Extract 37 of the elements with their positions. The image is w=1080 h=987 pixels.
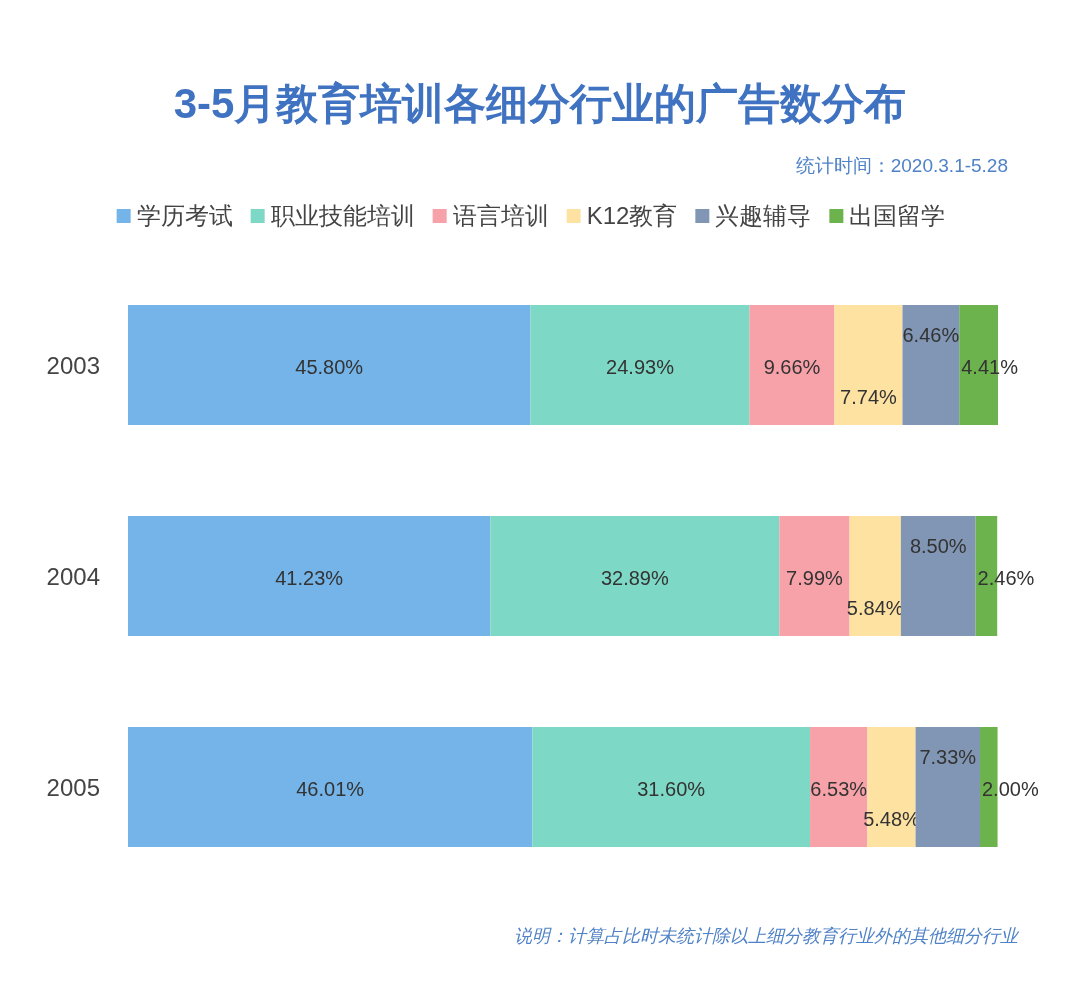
- data-label: 7.74%: [840, 386, 898, 408]
- bar: [915, 727, 980, 847]
- data-label: 41.23%: [275, 567, 344, 589]
- y-tick-label: 2005: [46, 774, 100, 801]
- data-label: 24.93%: [606, 356, 675, 378]
- bar: [128, 305, 531, 425]
- legend-label: 职业技能培训: [270, 202, 415, 229]
- y-tick-label: 2004: [46, 563, 100, 590]
- data-label: 8.50%: [909, 535, 967, 557]
- legend-label: 学历考试: [136, 202, 233, 229]
- bar: [128, 516, 491, 636]
- data-label: 6.46%: [902, 324, 960, 346]
- chart-title: 3-5月教育培训各细分行业的广告数分布: [173, 80, 907, 127]
- bar: [902, 305, 960, 425]
- data-label: 9.66%: [763, 356, 821, 378]
- data-label: 46.01%: [296, 778, 365, 800]
- data-label: 7.33%: [919, 746, 977, 768]
- bar: [530, 305, 750, 425]
- bar: [532, 727, 811, 847]
- legend-label: K12教育: [586, 202, 678, 229]
- legend-label: 兴趣辅导: [715, 202, 812, 229]
- legend-label: 语言培训: [452, 202, 549, 229]
- data-label: 45.80%: [295, 356, 364, 378]
- data-label: 31.60%: [637, 778, 706, 800]
- bar: [490, 516, 780, 636]
- bar: [749, 305, 835, 425]
- text: 说明：计算占比时未统计除以上细分教育行业外的其他细分行业: [514, 926, 1020, 946]
- data-label: 6.53%: [810, 778, 868, 800]
- data-label: 32.89%: [600, 567, 669, 589]
- bar: [834, 305, 903, 425]
- legend-label: 出国留学: [849, 202, 946, 229]
- bar: [900, 516, 976, 636]
- bar: [128, 727, 533, 847]
- y-tick-label: 2003: [46, 352, 100, 379]
- data-label: 7.99%: [786, 567, 844, 589]
- chart-subtitle: 统计时间：2020.3.1-5.28: [795, 155, 1008, 176]
- bar: [849, 516, 901, 636]
